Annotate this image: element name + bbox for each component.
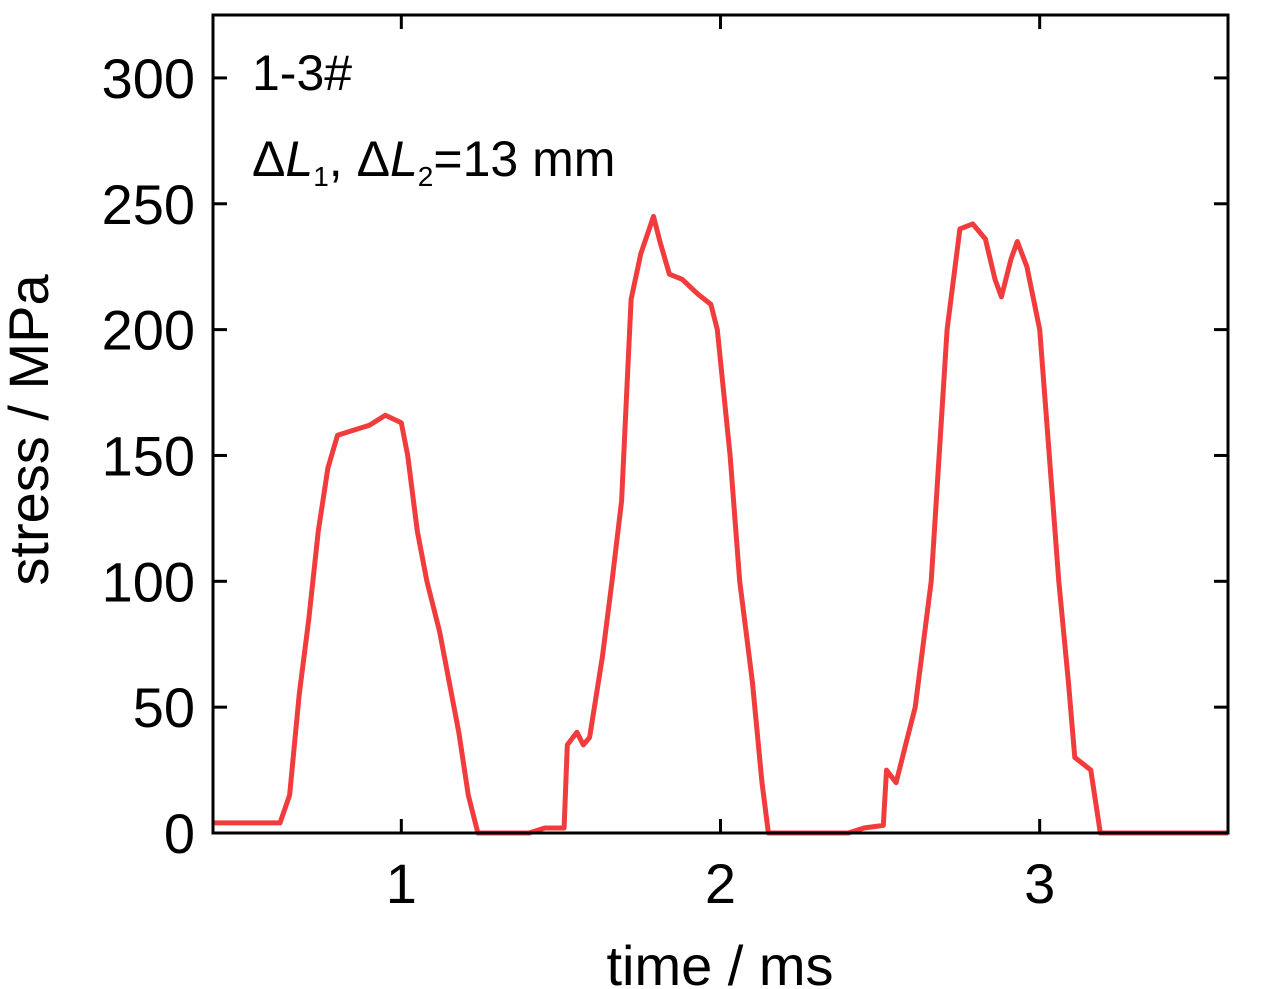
y-tick-label: 50 — [133, 676, 195, 739]
y-tick-label: 0 — [164, 802, 195, 865]
annotation-part: Δ — [252, 131, 285, 187]
y-tick-label: 100 — [102, 550, 195, 613]
annotation: 1-3# — [252, 45, 352, 101]
annotation-part: 2 — [418, 161, 434, 192]
annotation-part: L — [285, 131, 313, 187]
annotation-part: 1 — [313, 161, 329, 192]
data-line — [213, 213, 1228, 836]
x-tick-label: 1 — [386, 852, 417, 915]
x-tick-label: 3 — [1024, 852, 1055, 915]
y-tick-label: 300 — [102, 47, 195, 110]
y-tick-label: 250 — [102, 173, 195, 236]
annotation: ΔL1, ΔL2=13 mm — [252, 131, 615, 192]
plot-frame — [211, 13, 1230, 835]
x-axis-label: time / ms — [606, 934, 833, 989]
annotation-part: =13 mm — [433, 131, 615, 187]
annotation-part: L — [390, 131, 418, 187]
x-tick-label: 2 — [705, 852, 736, 915]
annotation-part: , Δ — [329, 131, 390, 187]
y-tick-label: 200 — [102, 299, 195, 362]
y-axis-label: stress / MPa — [0, 274, 60, 586]
y-tick-label: 150 — [102, 424, 195, 487]
